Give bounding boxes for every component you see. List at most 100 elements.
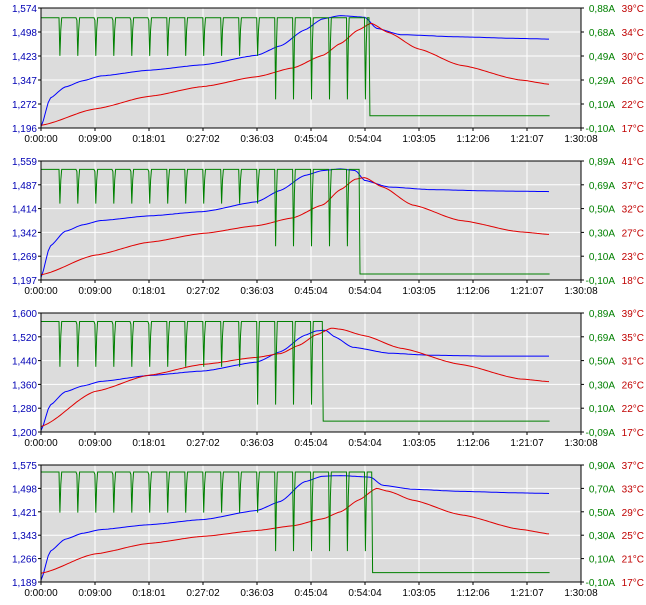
y-tick-label: 1,343	[12, 531, 37, 542]
y3-tick-label: 34°C	[622, 28, 644, 39]
x-tick-label: 1:30:08	[564, 588, 598, 599]
x-tick-label: 1:30:08	[564, 134, 598, 145]
y-tick-label: 1,414	[12, 205, 37, 216]
series-current-line	[41, 168, 550, 275]
x-tick-label: 0:18:01	[132, 588, 166, 599]
y3-tick-label: 17°C	[622, 578, 644, 589]
x-tick-label: 0:27:02	[186, 588, 220, 599]
x-tick-label: 1:03:05	[402, 438, 436, 449]
x-tick-label: 0:09:00	[78, 134, 112, 145]
y3-tick-label: 37°C	[622, 461, 644, 472]
x-tick-label: 0:27:02	[186, 134, 220, 145]
series-temperature-line	[40, 22, 550, 126]
y3-tick-label: 39°C	[622, 4, 644, 15]
y-tick-label: 1,269	[12, 252, 37, 263]
y2-tick-label: 0,30A	[589, 228, 615, 239]
x-tick-label: 1:30:08	[564, 438, 598, 449]
y2-tick-label: -0,09A	[586, 428, 616, 439]
x-tick-label: 0:45:04	[294, 588, 328, 599]
y-tick-label: 1,342	[12, 228, 37, 239]
y2-tick-label: -0,10A	[586, 124, 616, 135]
y2-tick-label: 0,10A	[589, 100, 615, 111]
x-tick-label: 0:36:03	[240, 134, 274, 145]
x-tick-label: 1:12:06	[456, 438, 490, 449]
x-tick-label: 1:12:06	[456, 286, 490, 297]
y-tick-label: 1,487	[12, 181, 37, 192]
x-tick-label: 1:12:06	[456, 588, 490, 599]
y-tick-label: 1,197	[12, 276, 37, 287]
y-tick-label: 1,421	[12, 508, 37, 519]
y3-tick-label: 37°C	[622, 181, 644, 192]
y2-tick-label: 0,89A	[589, 309, 615, 320]
series-temperature-line	[40, 327, 550, 428]
y-tick-label: 1,520	[12, 333, 37, 344]
x-tick-label: 0:45:04	[294, 286, 328, 297]
x-tick-label: 0:36:03	[240, 438, 274, 449]
y3-tick-label: 17°C	[622, 124, 644, 135]
y3-tick-label: 18°C	[622, 276, 644, 287]
x-tick-label: 0:27:02	[186, 438, 220, 449]
y3-tick-label: 22°C	[622, 100, 644, 111]
series-temperature-line	[40, 177, 550, 276]
x-tick-label: 1:21:07	[510, 134, 544, 145]
y-tick-label: 1,423	[12, 52, 37, 63]
x-tick-label: 0:36:03	[240, 588, 274, 599]
y2-tick-label: 0,70A	[589, 484, 615, 495]
y3-tick-label: 29°C	[622, 508, 644, 519]
x-tick-label: 0:09:00	[78, 286, 112, 297]
series-current-line	[41, 321, 550, 422]
y3-tick-label: 32°C	[622, 205, 644, 216]
y3-tick-label: 39°C	[622, 309, 644, 320]
x-tick-label: 1:12:06	[456, 134, 490, 145]
x-tick-label: 0:09:00	[78, 588, 112, 599]
y2-tick-label: 0,69A	[589, 181, 615, 192]
y2-tick-label: 0,10A	[589, 555, 615, 566]
y2-tick-label: 0,30A	[589, 531, 615, 542]
y-tick-label: 1,498	[12, 28, 37, 39]
chart-panel-4: 1,575 1,498 1,421 1,343 1,266 1,189 0,90A 0,70A…	[12, 461, 644, 599]
y3-tick-label: 26°C	[622, 380, 644, 391]
x-tick-label: 0:45:04	[294, 134, 328, 145]
y-tick-label: 1,280	[12, 404, 37, 415]
y2-tick-label: 0,10A	[589, 252, 615, 263]
y-tick-label: 1,574	[12, 4, 37, 15]
x-tick-label: 0:45:04	[294, 438, 328, 449]
series-temperature-line	[40, 487, 550, 574]
y2-tick-label: 0,50A	[589, 205, 615, 216]
y-tick-label: 1,200	[12, 428, 37, 439]
y2-tick-label: 0,89A	[589, 157, 615, 168]
y-tick-label: 1,189	[12, 578, 37, 589]
y3-tick-label: 27°C	[622, 228, 644, 239]
x-tick-label: 1:21:07	[510, 438, 544, 449]
y-tick-label: 1,360	[12, 380, 37, 391]
y3-tick-label: 26°C	[622, 76, 644, 87]
y-tick-label: 1,266	[12, 555, 37, 566]
y-tick-label: 1,575	[12, 461, 37, 472]
x-tick-label: 1:03:05	[402, 134, 436, 145]
y2-tick-label: -0,10A	[586, 578, 616, 589]
series-current-line	[41, 471, 550, 574]
y-tick-label: 1,196	[12, 124, 37, 135]
y-tick-label: 1,347	[12, 76, 37, 87]
x-tick-label: 0:00:00	[24, 134, 58, 145]
x-tick-label: 0:18:01	[132, 134, 166, 145]
x-tick-label: 0:54:04	[348, 438, 382, 449]
chart-panel-2: 1,559 1,487 1,414 1,342 1,269 1,197 0,89A 0,69A…	[12, 157, 644, 297]
x-tick-label: 0:54:04	[348, 286, 382, 297]
y2-tick-label: 0,30A	[589, 380, 615, 391]
y3-tick-label: 22°C	[622, 404, 644, 415]
x-tick-label: 1:03:05	[402, 588, 436, 599]
y2-tick-label: 0,90A	[589, 461, 615, 472]
y2-tick-label: 0,69A	[589, 333, 615, 344]
y3-tick-label: 33°C	[622, 484, 644, 495]
chart-panel-1: 1,574 1,498 1,423 1,347 1,272 1,196 0,88A 0,68A…	[12, 4, 644, 145]
y-tick-label: 1,559	[12, 157, 37, 168]
chart-panel-3: 1,600 1,520 1,440 1,360 1,280 1,200 0,89A 0,69A…	[12, 309, 644, 449]
y3-tick-label: 30°C	[622, 52, 644, 63]
series-current-line	[41, 17, 550, 117]
y2-tick-label: 0,50A	[589, 508, 615, 519]
y2-tick-label: 0,29A	[589, 76, 615, 87]
y2-tick-label: 0,10A	[589, 404, 615, 415]
